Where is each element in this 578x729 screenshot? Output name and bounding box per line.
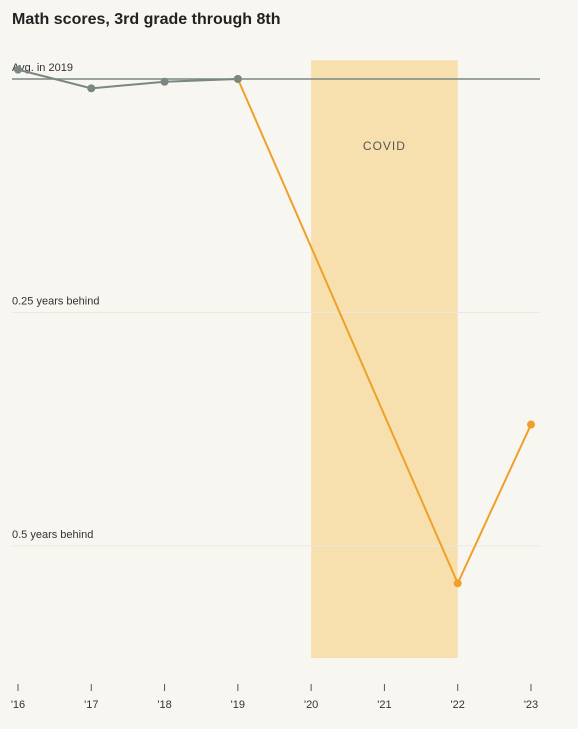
covid-band	[311, 60, 458, 659]
point	[14, 65, 22, 74]
point	[527, 420, 535, 429]
y-tick-label: 0.5 years behind	[12, 529, 93, 541]
annotation-label: COVID	[363, 139, 406, 153]
x-tick-label: '16	[11, 699, 25, 711]
point	[160, 77, 169, 86]
point	[453, 579, 462, 588]
chart-title: Math scores, 3rd grade through 8th	[12, 11, 280, 28]
point	[87, 84, 96, 93]
line	[17, 68, 238, 90]
x-tick-label: '18	[157, 699, 171, 711]
x-tick-label: '23	[524, 699, 538, 711]
x-tick-label: '17	[84, 699, 98, 711]
x-tick-label: '19	[231, 699, 245, 711]
x-tick-label: '21	[377, 699, 391, 711]
x-tick-label: '20	[304, 699, 318, 711]
y-tick-label: 0.25 years behind	[12, 295, 99, 307]
point	[233, 74, 242, 83]
x-tick-label: '22	[451, 699, 465, 711]
